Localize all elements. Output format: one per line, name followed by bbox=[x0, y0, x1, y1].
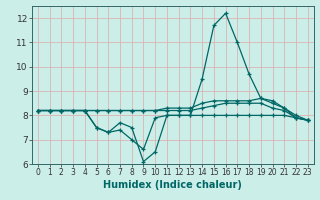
X-axis label: Humidex (Indice chaleur): Humidex (Indice chaleur) bbox=[103, 180, 242, 190]
